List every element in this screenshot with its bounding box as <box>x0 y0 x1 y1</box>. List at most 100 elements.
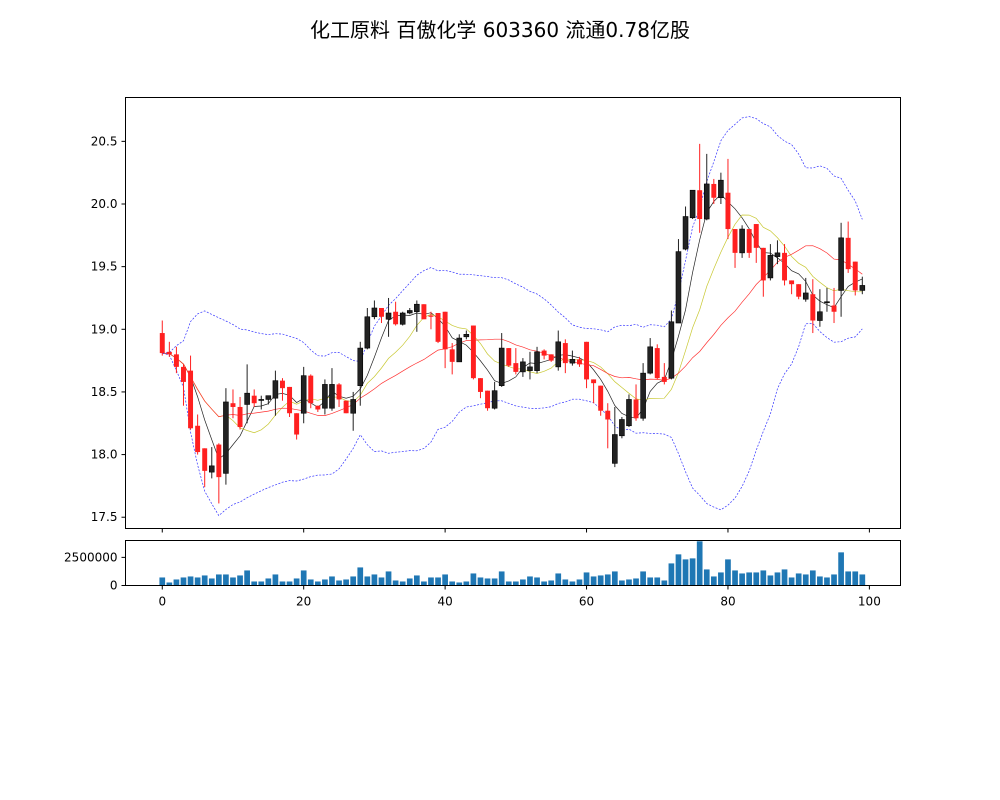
candle-body <box>817 311 823 321</box>
candle <box>173 346 179 374</box>
candle <box>406 307 413 315</box>
candle <box>315 405 321 412</box>
candle-body <box>343 400 349 414</box>
candle <box>647 338 653 375</box>
volume-bar <box>661 580 668 586</box>
candle <box>789 280 795 295</box>
candle-body <box>287 386 293 414</box>
volume-bar <box>555 573 562 586</box>
candle-body <box>506 348 512 366</box>
candle <box>675 239 682 324</box>
volume-bar <box>159 577 166 586</box>
candle-body <box>258 399 265 401</box>
candle <box>619 416 625 439</box>
candle-body <box>831 305 837 312</box>
candle-body <box>668 321 675 379</box>
candle-body <box>435 313 441 342</box>
candle-body <box>371 307 378 318</box>
candle <box>166 341 172 357</box>
candle-body <box>767 255 774 279</box>
candle-body <box>265 395 272 400</box>
candle <box>732 229 738 268</box>
candle-body <box>379 307 384 317</box>
volume-bar <box>569 581 576 586</box>
candle <box>506 348 512 367</box>
candle <box>272 370 279 416</box>
candle-body <box>852 261 858 291</box>
candle-body <box>739 228 745 254</box>
candle-body <box>421 304 427 320</box>
volume-bar <box>682 559 689 586</box>
candle-body <box>223 401 229 474</box>
volume-bar <box>604 574 611 586</box>
candle <box>668 310 675 380</box>
bollinger-upper-line <box>162 116 863 362</box>
volume-bar <box>668 563 675 586</box>
volume-y-axis: 0 2500000 <box>64 550 126 593</box>
volume-bar <box>675 554 682 586</box>
volume-bar <box>541 581 547 586</box>
x-tick-label: 40 <box>437 595 452 609</box>
volume-bar <box>399 581 406 586</box>
ma10-line <box>162 214 863 434</box>
volume-bar <box>633 578 639 586</box>
candle <box>456 334 463 363</box>
volume-bar <box>442 574 448 586</box>
candle-body <box>760 247 766 281</box>
candle-body <box>732 229 738 253</box>
volume-bar <box>237 575 243 586</box>
ma5-line <box>162 193 863 460</box>
candle <box>449 343 455 375</box>
y-tick-label: 20.5 <box>91 134 118 148</box>
candle <box>725 158 731 240</box>
candle <box>393 301 399 326</box>
candle <box>584 341 590 389</box>
candle <box>831 287 837 324</box>
volume-bar <box>456 582 463 586</box>
candle <box>237 396 243 430</box>
candle <box>258 395 265 410</box>
candle-body <box>838 237 844 291</box>
candle <box>520 358 526 377</box>
candle-body <box>188 370 194 429</box>
volume-bar <box>760 570 767 586</box>
candle <box>202 448 208 488</box>
candle <box>385 297 392 337</box>
volume-bar <box>477 577 484 586</box>
candle-body <box>336 384 342 400</box>
y-tick-label: 2500000 <box>64 550 117 564</box>
candle-body <box>576 359 582 365</box>
volume-bar <box>795 573 802 586</box>
volume-bar <box>527 576 533 586</box>
candle <box>682 206 689 251</box>
volume-bar <box>611 571 618 586</box>
volume-bar <box>576 579 583 586</box>
candle <box>548 354 554 362</box>
candle-body <box>364 316 371 349</box>
candle-body <box>591 379 597 384</box>
candle-body <box>810 294 816 321</box>
volume-bar <box>385 571 392 586</box>
price-panel-frame <box>125 97 901 529</box>
candle-body <box>414 303 420 313</box>
volume-bar <box>817 576 823 586</box>
candle-body <box>555 341 562 368</box>
volume-bar <box>223 574 229 586</box>
candle-body <box>802 292 809 300</box>
volume-bar <box>421 581 427 586</box>
candle <box>852 261 858 296</box>
candle-body <box>406 310 413 314</box>
candle-body <box>294 413 300 435</box>
candle-body <box>166 351 172 355</box>
candle <box>576 356 582 367</box>
candle-body <box>626 399 632 427</box>
volume-bar <box>392 580 399 586</box>
candle-body <box>357 347 364 386</box>
candle <box>181 364 186 406</box>
candle <box>824 287 830 312</box>
volume-bar <box>449 581 456 586</box>
candle-body <box>173 354 179 367</box>
volume-bar <box>194 577 201 586</box>
volume-bar <box>831 574 837 586</box>
